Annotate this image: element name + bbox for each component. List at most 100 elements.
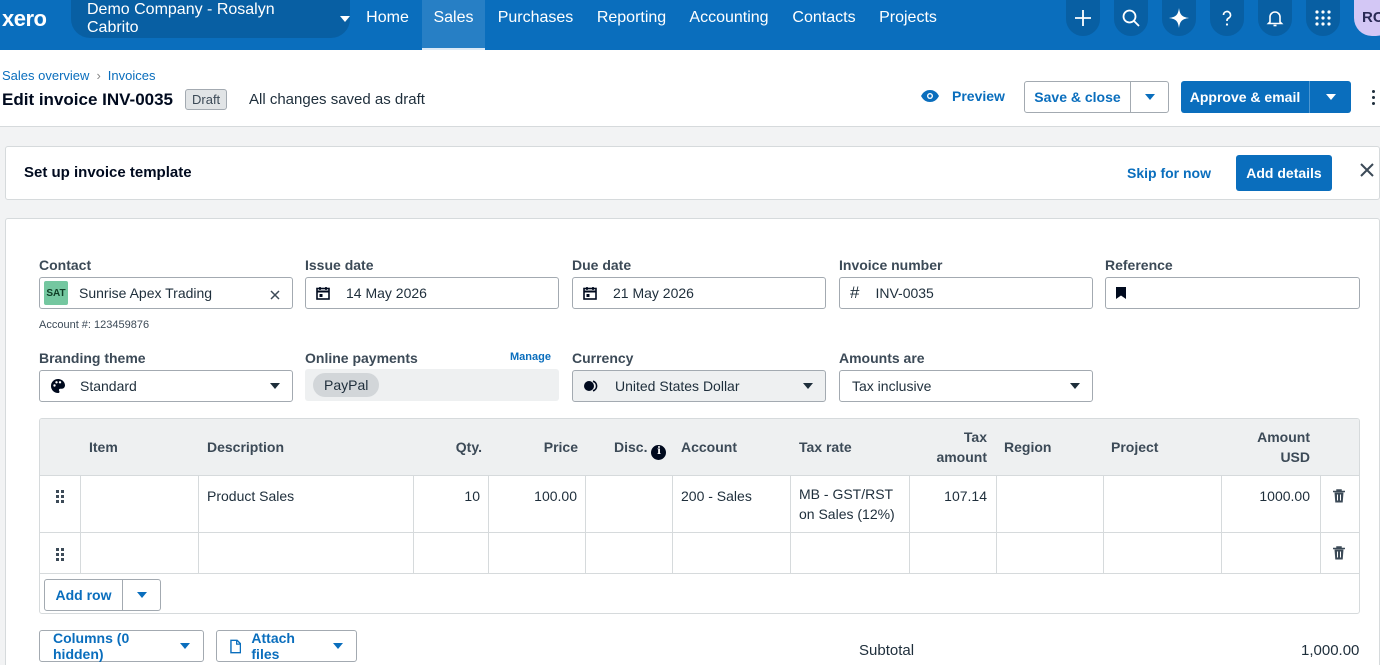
branding-theme-select[interactable]: Standard [39, 370, 293, 402]
help-button[interactable] [1210, 0, 1244, 36]
grid-icon [1315, 10, 1331, 26]
info-icon[interactable]: i [651, 444, 667, 460]
table-row [40, 533, 1359, 574]
app-launcher-button[interactable] [1306, 0, 1340, 36]
description-cell[interactable] [199, 533, 414, 573]
breadcrumb-sales-overview[interactable]: Sales overview [2, 68, 90, 83]
account-cell[interactable] [673, 533, 791, 573]
contact-badge: SAT [44, 281, 68, 305]
columns-button[interactable]: Columns (0 hidden) [39, 630, 204, 662]
project-cell[interactable] [1104, 533, 1222, 573]
create-new-button[interactable] [1066, 0, 1100, 36]
user-avatar[interactable]: RC [1354, 0, 1380, 36]
amounts-are-select[interactable]: Tax inclusive [839, 370, 1093, 402]
account-cell[interactable]: 200 - Sales [673, 476, 791, 532]
nav-item-contacts[interactable]: Contacts [792, 9, 856, 26]
xero-logo[interactable]: xero [2, 6, 47, 31]
help-icon [1222, 10, 1232, 26]
region-cell[interactable] [997, 476, 1104, 532]
item-cell[interactable] [81, 533, 199, 573]
contact-field[interactable]: SAT Sunrise Apex Trading [39, 277, 293, 309]
add-details-button[interactable]: Add details [1236, 155, 1332, 191]
notifications-button[interactable] [1258, 0, 1292, 36]
page-header: Sales overview › Invoices Edit invoice INV… [0, 50, 1380, 127]
close-banner-button[interactable] [1360, 163, 1374, 180]
attach-files-button[interactable]: Attach files [216, 630, 357, 662]
branding-theme-label: Branding theme [39, 350, 146, 366]
manage-payments-link[interactable]: Manage [510, 351, 551, 363]
invoice-number-field[interactable]: # INV-0035 [839, 277, 1093, 309]
chevron-down-icon [1144, 94, 1155, 100]
save-options-dropdown[interactable] [1131, 82, 1168, 112]
qty-cell[interactable] [414, 533, 489, 573]
column-header-description: Description [207, 439, 285, 455]
save-close-button[interactable]: Save & close [1025, 82, 1131, 112]
project-cell[interactable] [1104, 476, 1222, 532]
issue-date-field[interactable]: 14 May 2026 [305, 277, 559, 309]
currency-select[interactable]: United States Dollar [572, 370, 826, 402]
contact-value: Sunrise Apex Trading [79, 285, 213, 301]
column-header-tax-amount: Tax amount [910, 427, 987, 467]
amount-cell[interactable] [1222, 533, 1321, 573]
discount-cell[interactable] [586, 476, 673, 532]
reference-field[interactable] [1105, 277, 1360, 309]
drag-handle-cell [40, 533, 81, 573]
amount-cell[interactable]: 1000.00 [1222, 476, 1321, 532]
approve-email-button[interactable]: Approve & email [1181, 81, 1310, 113]
nav-item-reporting[interactable]: Reporting [596, 9, 667, 26]
line-items-table: Item Description Qty. Price Disc. i Accou… [39, 418, 1360, 614]
item-cell[interactable] [81, 476, 199, 532]
approve-options-dropdown[interactable] [1310, 81, 1351, 113]
nav-item-accounting[interactable]: Accounting [689, 9, 769, 26]
invoice-template-banner: Set up invoice template Skip for now Add… [5, 146, 1380, 200]
add-row-button[interactable]: Add row [45, 580, 123, 610]
price-cell[interactable]: 100.00 [489, 476, 586, 532]
hash-icon: # [850, 283, 860, 302]
chevron-down-icon [1070, 383, 1080, 389]
nav-item-projects[interactable]: Projects [879, 9, 937, 26]
skip-for-now-link[interactable]: Skip for now [1127, 165, 1211, 181]
description-cell[interactable]: Product Sales [199, 476, 414, 532]
save-status-text: All changes saved as draft [249, 91, 425, 108]
clear-contact-button[interactable] [270, 287, 280, 303]
nav-item-purchases[interactable]: Purchases [497, 9, 574, 26]
chevron-right-icon: › [96, 68, 101, 83]
delete-row-button[interactable] [1333, 489, 1345, 506]
organisation-switcher[interactable]: Demo Company - Rosalyn Cabrito [71, 0, 350, 38]
online-payments-field: PayPal [305, 369, 559, 401]
add-row-options-dropdown[interactable] [123, 592, 160, 598]
drag-handle-icon[interactable] [56, 490, 64, 503]
ai-assistant-button[interactable] [1162, 0, 1196, 36]
column-header-account: Account [681, 439, 737, 455]
nav-item-sales[interactable]: Sales [422, 0, 485, 50]
region-cell[interactable] [997, 533, 1104, 573]
paypal-payment-pill[interactable]: PayPal [313, 373, 380, 397]
tax-amount-cell[interactable] [910, 533, 997, 573]
price-cell[interactable] [489, 533, 586, 573]
search-button[interactable] [1114, 0, 1148, 36]
calendar-icon [583, 286, 597, 300]
calendar-icon [316, 286, 330, 300]
organisation-name: Demo Company - Rosalyn Cabrito [87, 1, 275, 36]
more-options-icon[interactable] [1372, 90, 1375, 105]
column-header-discount-label: Disc. [614, 439, 648, 455]
bell-icon [1266, 11, 1284, 27]
account-value: 200 - Sales [681, 488, 752, 504]
column-header-project: Project [1111, 439, 1159, 455]
tax-amount-cell[interactable]: 107.14 [910, 476, 997, 532]
breadcrumb-invoices[interactable]: Invoices [107, 68, 156, 83]
due-date-field[interactable]: 21 May 2026 [572, 277, 826, 309]
nav-item-home[interactable]: Home [366, 9, 409, 26]
drag-handle-icon[interactable] [56, 548, 64, 561]
tax-rate-cell[interactable]: MB - GST/RST on Sales (12%) [791, 476, 910, 532]
file-icon [230, 639, 242, 653]
discount-cell[interactable] [586, 533, 673, 573]
delete-row-button[interactable] [1333, 546, 1345, 563]
qty-cell[interactable]: 10 [414, 476, 489, 532]
approve-email-split-button: Approve & email [1181, 81, 1351, 113]
tax-rate-cell[interactable] [791, 533, 910, 573]
column-header-amount-line2: USD [1280, 449, 1310, 465]
column-header-tax-rate: Tax rate [799, 439, 852, 455]
plus-icon [1075, 10, 1091, 26]
preview-button[interactable]: Preview [920, 88, 1005, 104]
